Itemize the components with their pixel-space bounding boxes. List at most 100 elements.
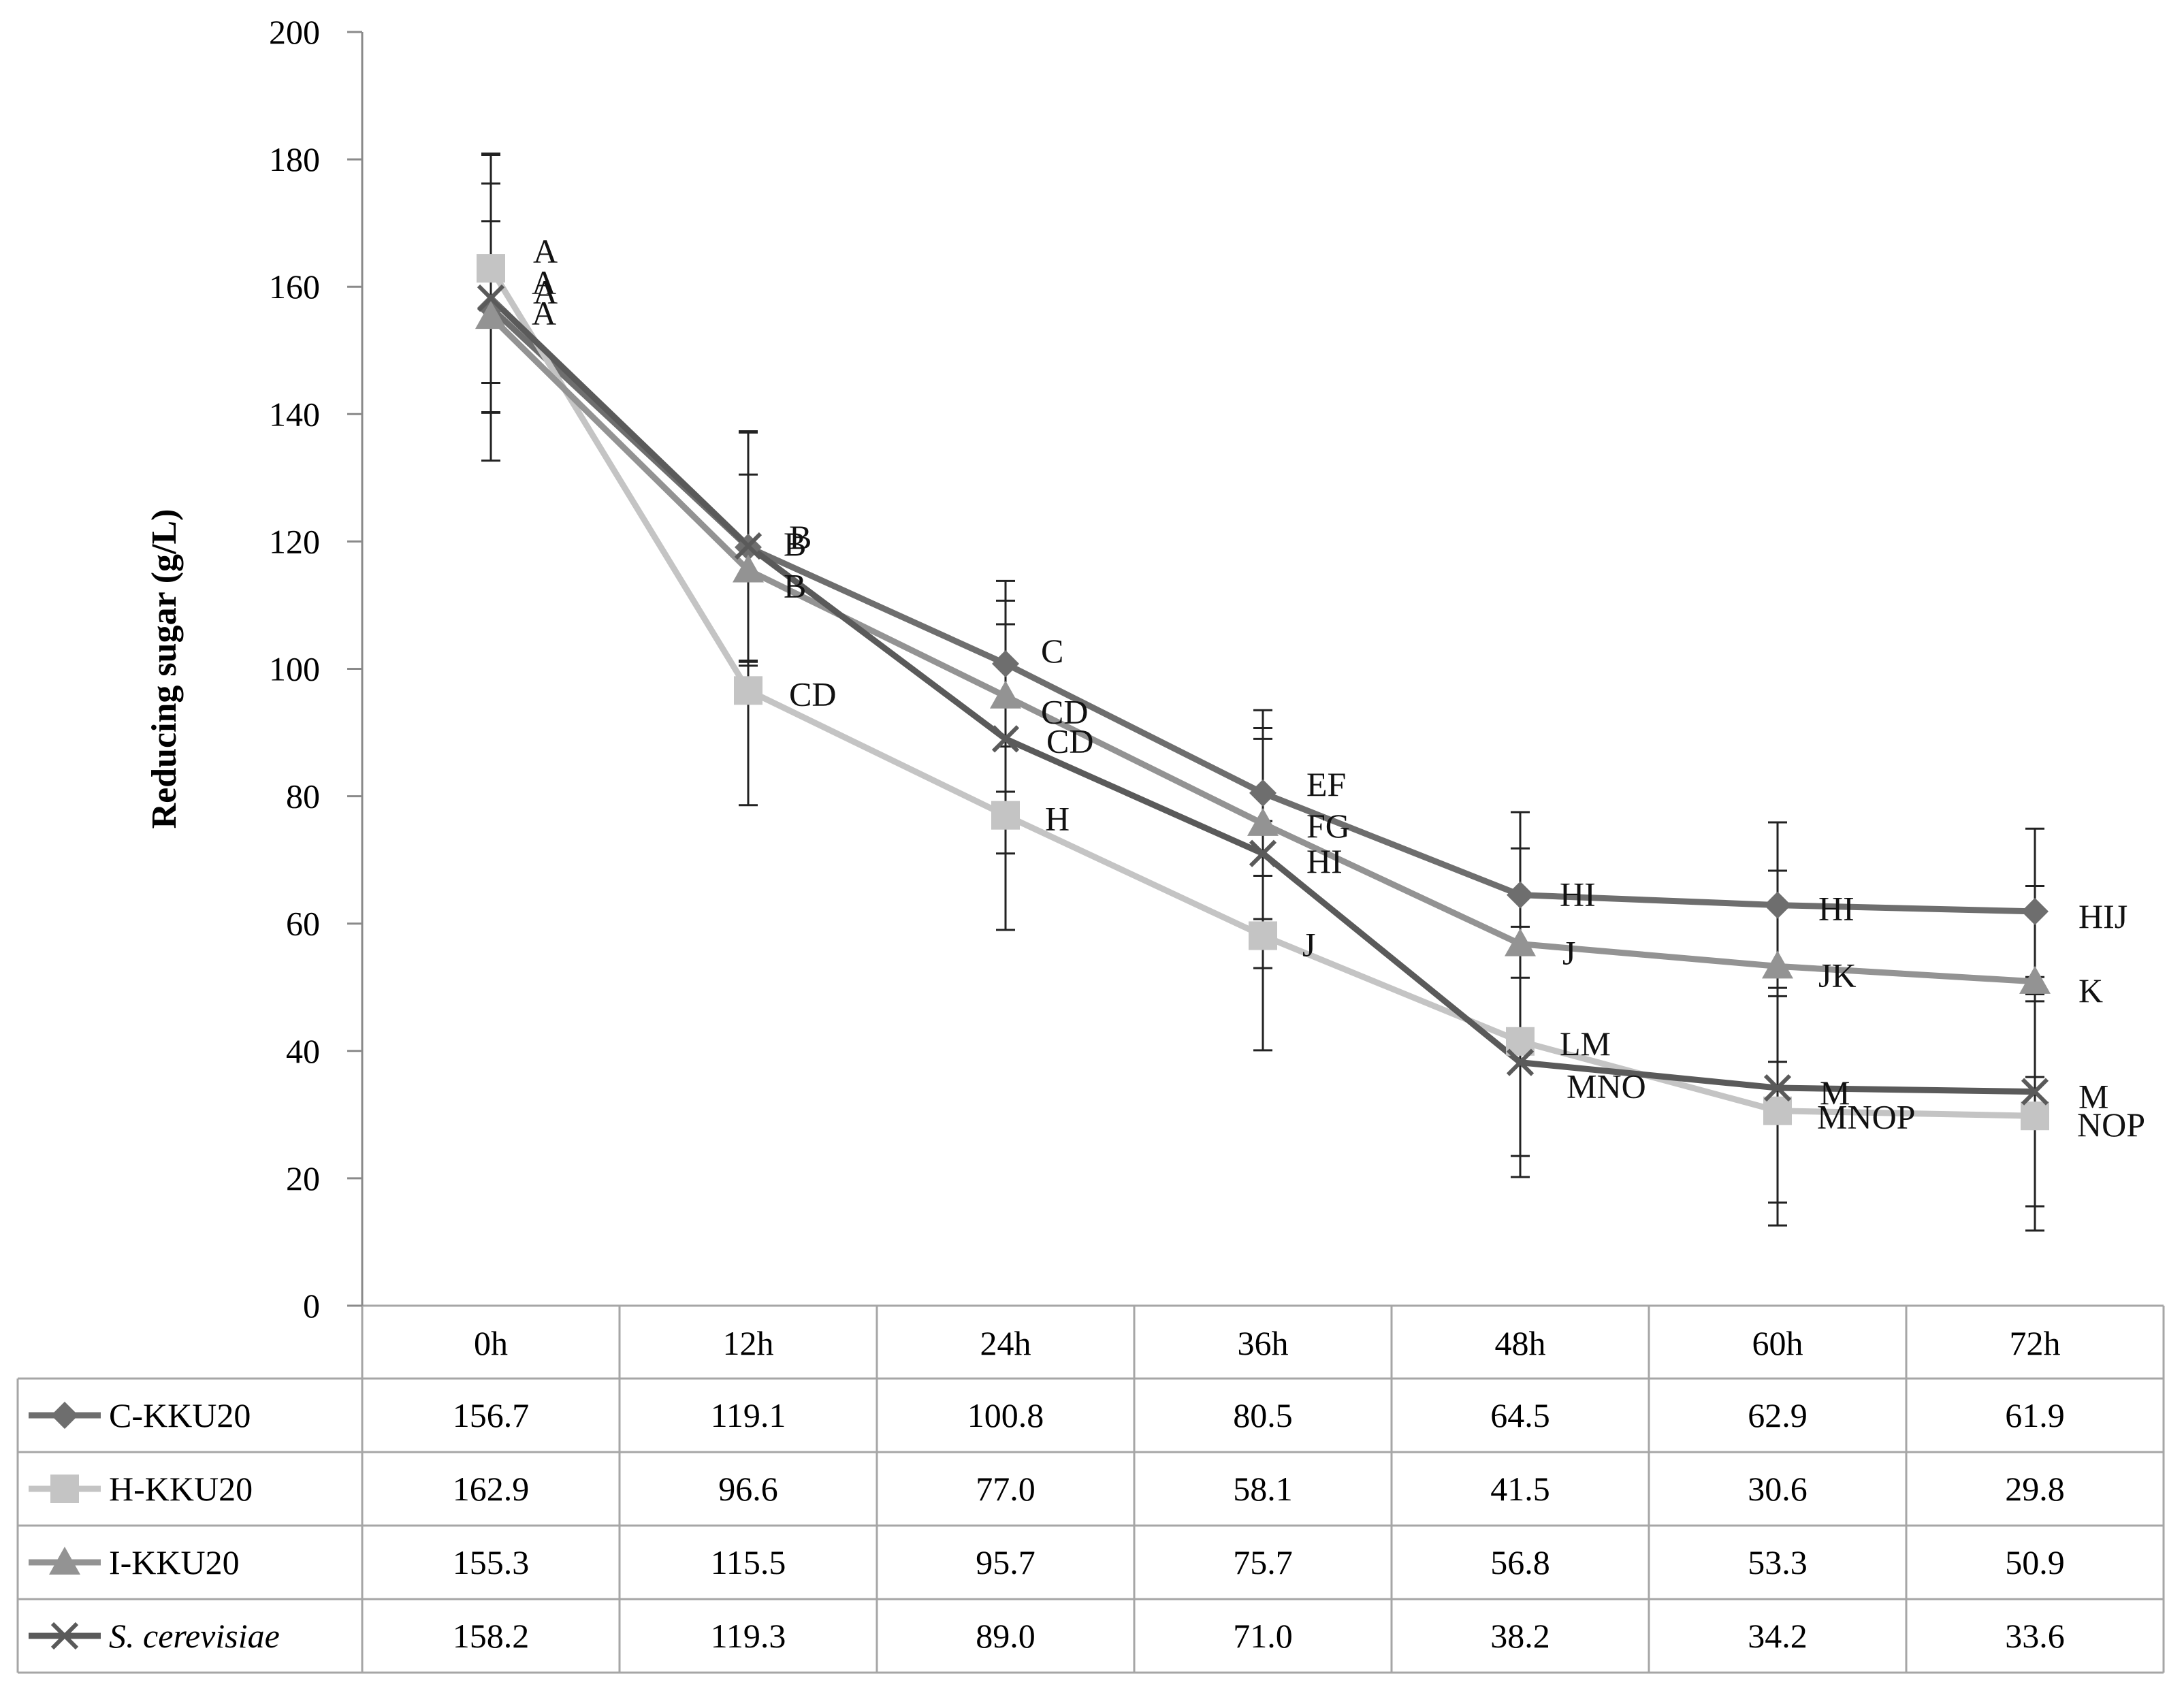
- table-value: 119.1: [711, 1396, 786, 1434]
- table-value: 80.5: [1233, 1396, 1293, 1434]
- table-value: 53.3: [1748, 1543, 1808, 1581]
- significance-letter: J: [1562, 934, 1575, 972]
- significance-letter: A: [532, 263, 556, 302]
- table-value: 56.8: [1490, 1543, 1550, 1581]
- table-value: 30.6: [1748, 1470, 1808, 1508]
- diamond-marker: [51, 1402, 78, 1429]
- y-tick-label: 80: [286, 777, 320, 816]
- table-value: 95.7: [976, 1543, 1035, 1581]
- diamond-marker: [992, 650, 1019, 678]
- table-value: 41.5: [1490, 1470, 1550, 1508]
- table-value: 62.9: [1748, 1396, 1808, 1434]
- data-table: 0h 12h 24h 36h 48h 60h 72h C-KKU20 156.7 119.1 100…: [29, 1324, 2065, 1655]
- significance-letter: HIJ: [2078, 897, 2127, 935]
- x-marker: [991, 725, 1020, 753]
- table-value: 89.0: [976, 1617, 1035, 1655]
- significance-letter: J: [1302, 925, 1315, 963]
- triangle-marker: [1505, 928, 1536, 956]
- table-value: 158.2: [453, 1617, 530, 1655]
- significance-letter: NOP: [2077, 1106, 2145, 1144]
- x-tick-label: 0h: [474, 1324, 508, 1362]
- diamond-marker: [2021, 897, 2049, 925]
- significance-letter: CD: [789, 675, 836, 713]
- triangle-marker: [49, 1547, 80, 1575]
- significance-letter: MNOP: [1817, 1098, 1915, 1136]
- x-marker: [477, 284, 505, 312]
- y-tick-label: 200: [269, 13, 320, 51]
- table-value: 119.3: [711, 1617, 786, 1655]
- x-tick-label: 24h: [980, 1324, 1031, 1362]
- y-tick-label: 20: [286, 1159, 320, 1197]
- x-tick-label: 12h: [723, 1324, 774, 1362]
- x-marker: [1763, 1074, 1792, 1102]
- square-marker: [1763, 1096, 1792, 1125]
- triangle-marker: [1247, 807, 1279, 836]
- y-tick-label: 180: [269, 140, 320, 178]
- y-tick-label: 40: [286, 1032, 320, 1070]
- significance-letter: CD: [1046, 722, 1093, 760]
- y-axis: 0 20 40 60 80 100 120 140 160 180 200: [269, 13, 364, 1325]
- square-marker: [734, 676, 762, 705]
- significance-letter: CD: [1041, 693, 1088, 731]
- triangle-marker: [475, 301, 507, 329]
- diamond-marker: [1249, 779, 1276, 807]
- square-marker: [50, 1475, 79, 1503]
- significance-letter: B: [789, 518, 812, 556]
- significance-letter: MNO: [1567, 1067, 1646, 1106]
- triangle-marker: [2019, 965, 2051, 994]
- significance-letter: K: [2078, 971, 2103, 1010]
- table-value: 61.9: [2005, 1396, 2065, 1434]
- table-value: 34.2: [1748, 1617, 1808, 1655]
- significance-letter: FG: [1306, 807, 1350, 845]
- diamond-marker: [1507, 881, 1534, 909]
- significance-letter: A: [533, 232, 558, 270]
- x-tick-label: 36h: [1238, 1324, 1289, 1362]
- significance-letters: A B C EF HI HI HIJ A CD H J LM MNOP NOP A B CD FG J JK K A B CD…: [532, 232, 2145, 1144]
- table-value: 29.8: [2005, 1470, 2065, 1508]
- y-tick-label: 60: [286, 905, 320, 943]
- square-marker: [477, 254, 505, 283]
- table-value: 75.7: [1233, 1543, 1293, 1581]
- y-tick-label: 100: [269, 650, 320, 688]
- y-tick-label: 140: [269, 395, 320, 433]
- table-value: 100.8: [967, 1396, 1044, 1434]
- significance-letter: HI: [1560, 875, 1596, 914]
- legend-series-name: H-KKU20: [109, 1470, 253, 1508]
- series-markers: [475, 254, 2051, 1131]
- legend-series-name: I-KKU20: [109, 1543, 240, 1581]
- triangle-marker: [733, 554, 764, 583]
- table-grid: [16, 1304, 2165, 1674]
- table-value: 162.9: [453, 1470, 530, 1508]
- y-tick-label: 0: [303, 1287, 320, 1325]
- x-marker: [50, 1622, 79, 1650]
- significance-letter: A: [533, 273, 558, 311]
- significance-letter: B: [784, 566, 806, 605]
- x-marker: [2021, 1078, 2049, 1106]
- legend-series-name: S. cerevisiae: [109, 1617, 280, 1655]
- x-marker: [1249, 839, 1277, 867]
- significance-letter: HI: [1818, 890, 1854, 928]
- triangle-marker: [1762, 950, 1793, 979]
- significance-letter: C: [1041, 632, 1063, 670]
- diamond-marker: [1764, 891, 1791, 919]
- square-marker: [2021, 1101, 2049, 1131]
- table-value: 96.6: [718, 1470, 778, 1508]
- table-value: 156.7: [453, 1396, 530, 1434]
- table-value: 50.9: [2005, 1543, 2065, 1581]
- table-value: 33.6: [2005, 1617, 2065, 1655]
- significance-letter: M: [1820, 1074, 1850, 1112]
- significance-letter: JK: [1818, 956, 1857, 994]
- square-marker: [1249, 921, 1277, 950]
- legend-series-name: C-KKU20: [109, 1396, 251, 1434]
- x-marker: [734, 532, 762, 560]
- significance-letter: H: [1045, 800, 1070, 838]
- square-marker: [991, 801, 1020, 830]
- y-tick-label: 160: [269, 268, 320, 306]
- significance-letter: M: [2078, 1078, 2108, 1116]
- table-value: 58.1: [1233, 1470, 1293, 1508]
- table-value: 115.5: [711, 1543, 786, 1581]
- significance-letter: A: [532, 294, 556, 332]
- x-tick-label: 60h: [1752, 1324, 1803, 1362]
